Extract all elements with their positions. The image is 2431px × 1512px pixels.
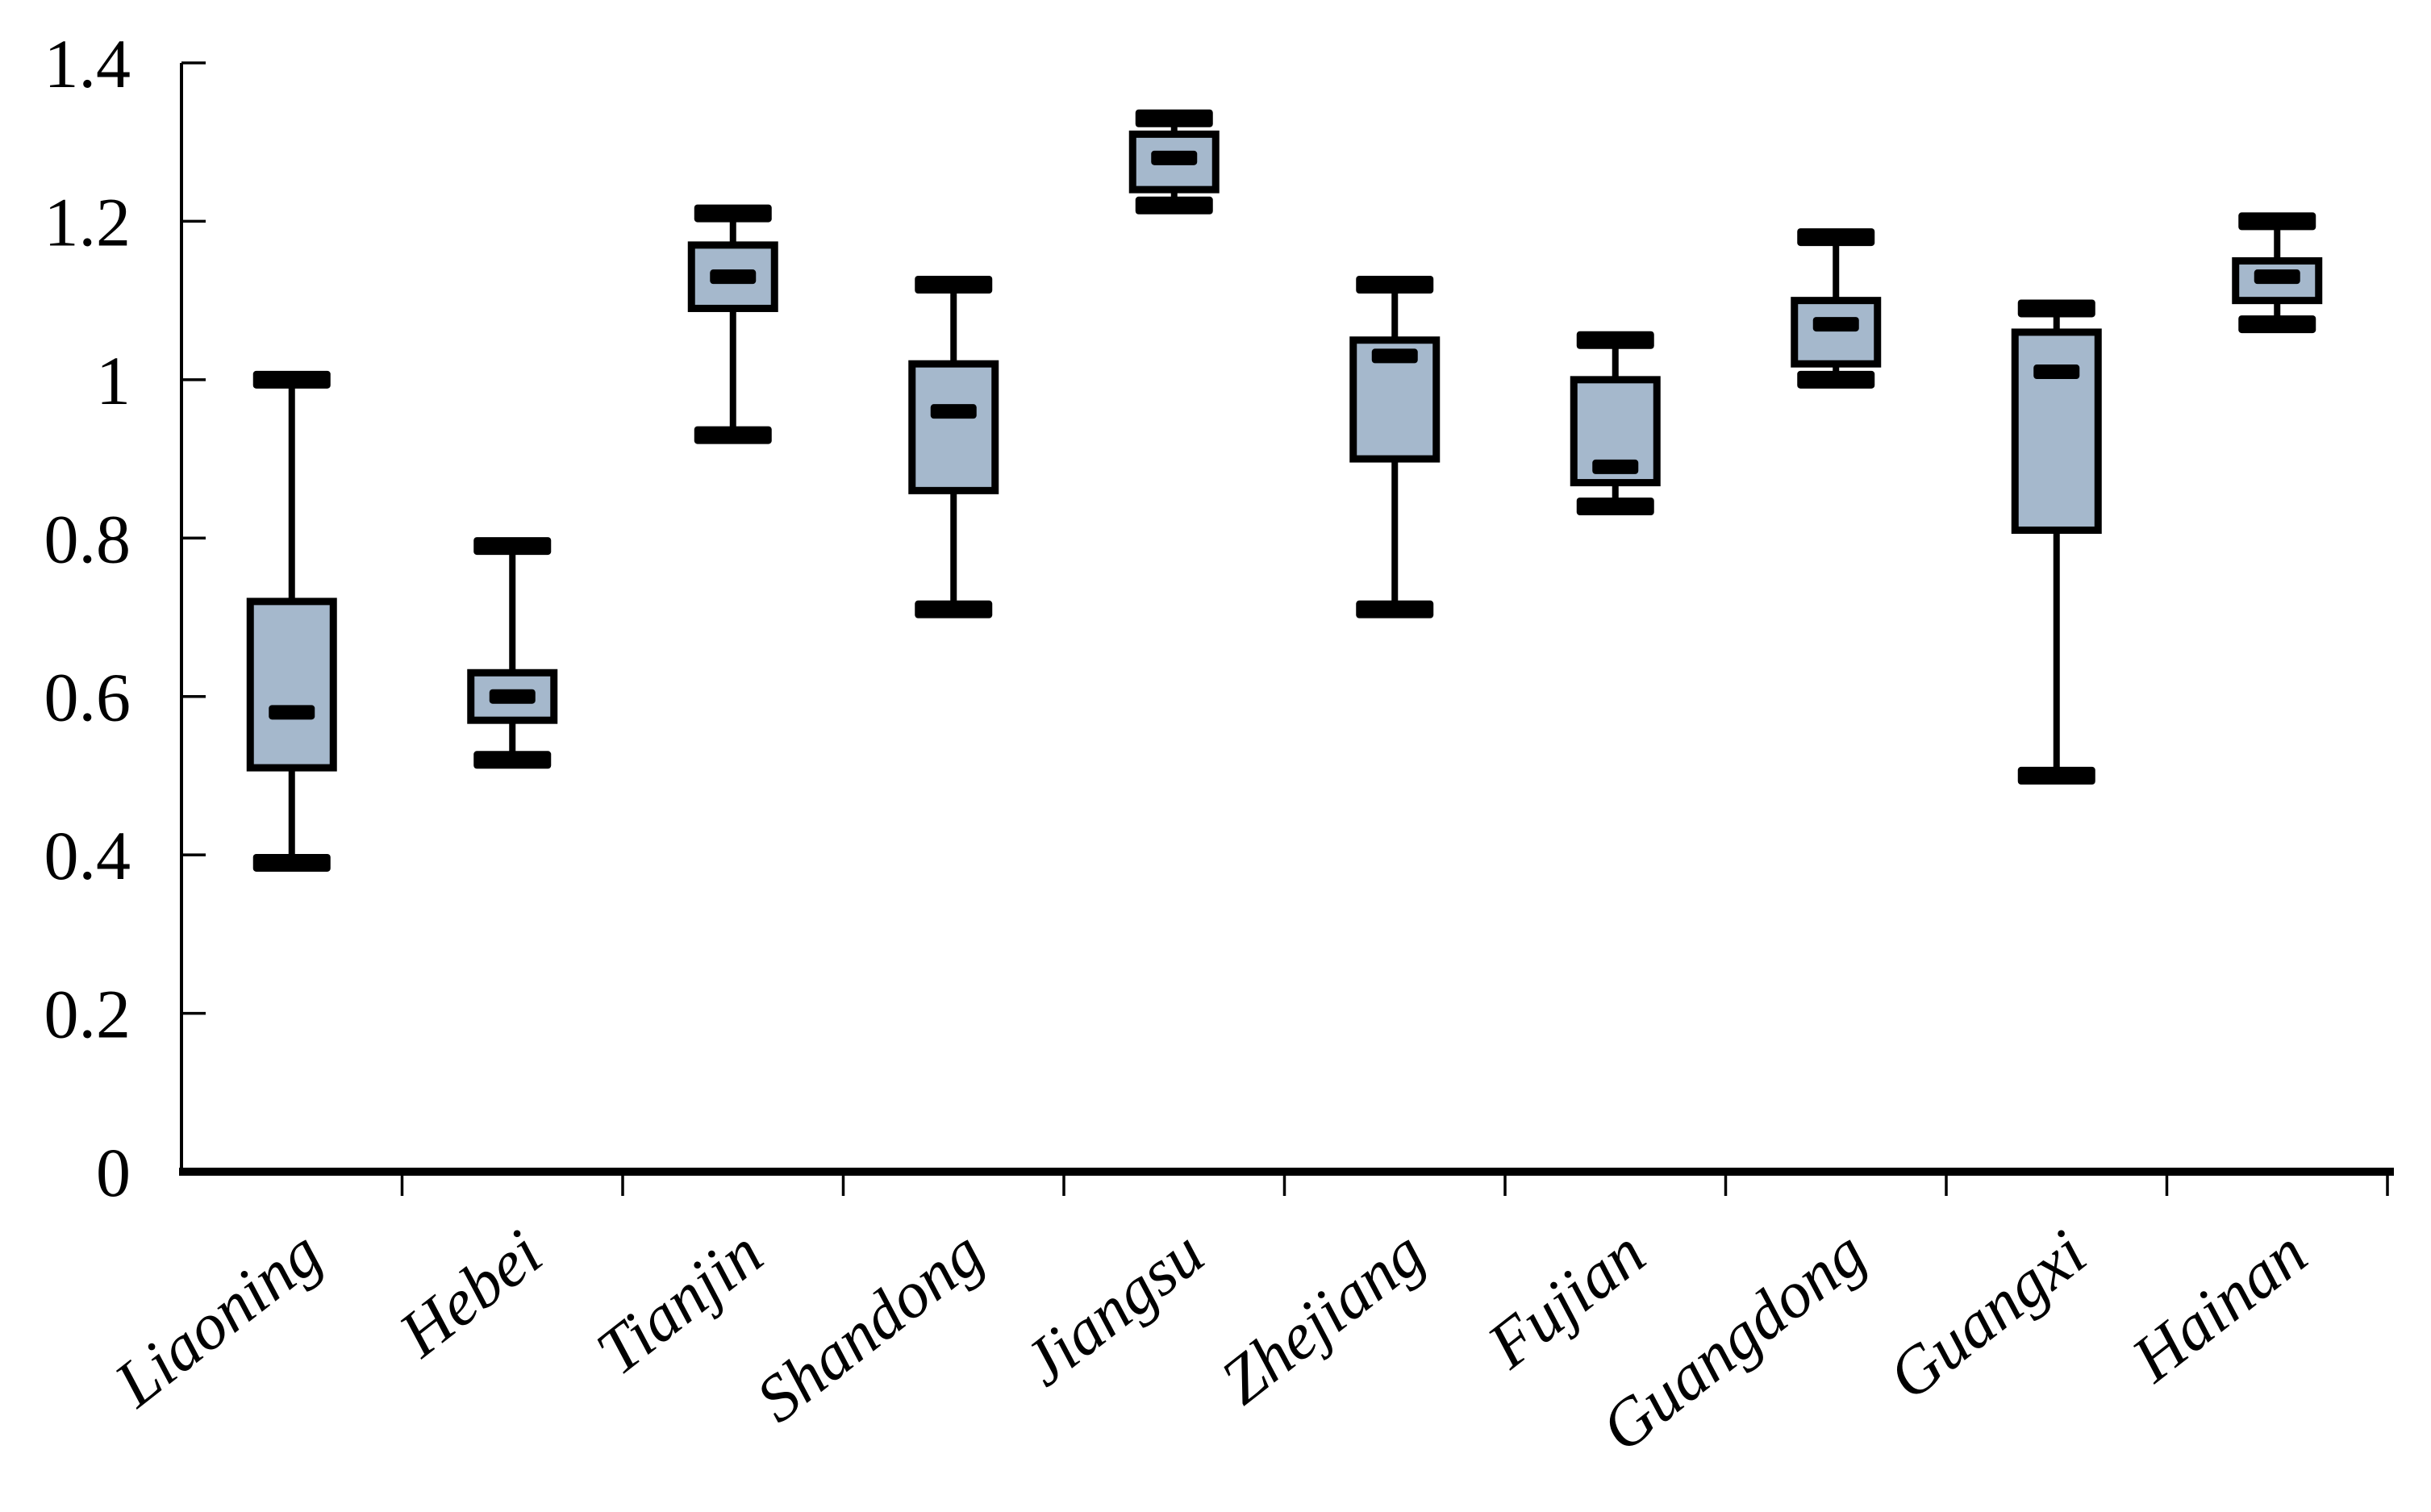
whisker-cap-min bbox=[473, 751, 552, 769]
y-tick-label: 1.4 bbox=[44, 25, 131, 102]
box-group-tianjin bbox=[687, 204, 778, 444]
median-bar bbox=[489, 689, 536, 704]
median-bar bbox=[1371, 348, 1418, 364]
whisker-cap-max bbox=[915, 276, 993, 294]
y-tick-label: 1.2 bbox=[44, 183, 131, 260]
iqr-box bbox=[2011, 328, 2102, 534]
whisker-cap-min bbox=[252, 853, 331, 872]
median-bar bbox=[1812, 317, 1859, 332]
whisker-cap-min bbox=[694, 426, 772, 444]
x-category-label-shandong: Shandong bbox=[743, 1215, 996, 1436]
x-category-label-zhejiang: Zhejiang bbox=[1207, 1215, 1438, 1418]
x-category-label-liaoning: Liaoning bbox=[101, 1215, 335, 1421]
iqr-box bbox=[1128, 130, 1220, 194]
median-bar bbox=[2254, 269, 2300, 285]
y-tick-label: 0.4 bbox=[44, 817, 131, 894]
box-group-shandong bbox=[908, 276, 999, 619]
x-category-label-hainan: Hainan bbox=[2118, 1215, 2320, 1396]
x-category-label-guangxi: Guangxi bbox=[1874, 1215, 2100, 1414]
whisker-cap-max bbox=[694, 204, 772, 223]
x-category-label-fujian: Fujian bbox=[1474, 1215, 1658, 1382]
median-bar bbox=[930, 404, 977, 419]
box-group-hainan bbox=[2232, 212, 2323, 334]
median-bar bbox=[2033, 364, 2080, 380]
median-bar bbox=[1151, 150, 1198, 165]
y-tick-label: 0.8 bbox=[44, 500, 131, 577]
y-tick-label: 0.6 bbox=[44, 659, 131, 736]
whisker-cap-min bbox=[915, 600, 993, 619]
iqr-box bbox=[246, 598, 337, 772]
iqr-box bbox=[1791, 297, 1882, 368]
iqr-box bbox=[687, 241, 778, 312]
box-group-hebei bbox=[467, 537, 558, 769]
box-group-guangdong bbox=[1791, 228, 1882, 389]
whisker-cap-max bbox=[2017, 299, 2095, 318]
whisker-cap-max bbox=[2238, 212, 2316, 231]
whisker-cap-min bbox=[1135, 196, 1213, 215]
box-group-fujian bbox=[1570, 331, 1661, 515]
y-tick-label: 1 bbox=[96, 342, 131, 419]
whisker-cap-min bbox=[1797, 370, 1875, 389]
x-category-label-tianjin: Tianjin bbox=[583, 1215, 776, 1389]
whisker-cap-max bbox=[1797, 228, 1875, 247]
y-tick-label: 0 bbox=[96, 1134, 131, 1211]
whisker-cap-max bbox=[1135, 109, 1213, 127]
whisker-cap-max bbox=[1576, 331, 1654, 349]
whisker-cap-max bbox=[1356, 276, 1434, 294]
iqr-box bbox=[467, 669, 558, 724]
whisker-cap-min bbox=[1576, 498, 1654, 515]
median-bar bbox=[269, 705, 315, 720]
box-group-jiangsu bbox=[1128, 109, 1220, 215]
box-group-guangxi bbox=[2011, 299, 2102, 785]
box-group-liaoning bbox=[246, 370, 337, 872]
whisker-cap-min bbox=[1356, 600, 1434, 619]
whisker-cap-max bbox=[473, 537, 552, 556]
whisker-cap-min bbox=[2017, 766, 2095, 785]
whisker-cap-max bbox=[252, 370, 331, 389]
box-group-zhejiang bbox=[1349, 276, 1441, 619]
y-tick-label: 0.2 bbox=[44, 976, 131, 1053]
median-bar bbox=[710, 269, 757, 285]
x-category-label-jiangsu: Jiangsu bbox=[1010, 1215, 1217, 1400]
whisker-cap-min bbox=[2238, 315, 2316, 334]
x-category-label-hebei: Hebei bbox=[385, 1215, 555, 1371]
iqr-box bbox=[908, 360, 999, 494]
median-bar bbox=[1592, 459, 1639, 474]
